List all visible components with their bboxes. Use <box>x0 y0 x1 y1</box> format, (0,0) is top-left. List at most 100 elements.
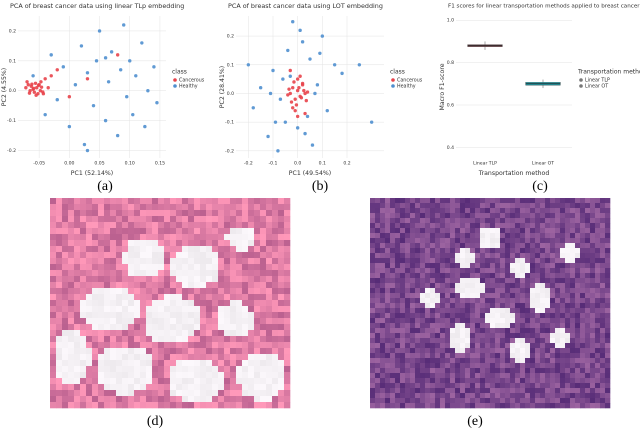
pixel <box>590 388 596 394</box>
pixel <box>485 233 491 239</box>
pixel <box>540 333 546 339</box>
pixel <box>80 294 87 301</box>
pixel <box>425 213 431 219</box>
pixel <box>420 323 426 329</box>
pixel <box>415 368 421 374</box>
pixel <box>410 283 416 289</box>
pixel <box>550 373 556 379</box>
pixel <box>450 388 456 394</box>
point <box>85 71 90 75</box>
pixel <box>460 353 466 359</box>
pixel <box>445 333 451 339</box>
pixel <box>375 283 381 289</box>
pixel <box>212 246 219 253</box>
pixel <box>480 308 486 314</box>
pixel <box>530 313 536 319</box>
pixel <box>560 283 566 289</box>
pixel <box>580 283 586 289</box>
pixel <box>140 258 147 265</box>
pixel <box>230 234 237 241</box>
pixel <box>74 336 81 343</box>
pixel <box>480 353 486 359</box>
pixel <box>74 294 81 301</box>
pixel <box>585 233 591 239</box>
pixel <box>490 368 496 374</box>
pixel <box>400 293 406 299</box>
pixel <box>590 348 596 354</box>
pixel <box>445 288 451 294</box>
pixel <box>570 368 576 374</box>
pixel <box>600 253 606 259</box>
pixel <box>104 240 111 247</box>
pixel <box>260 348 267 355</box>
pixel <box>395 208 401 214</box>
pixel <box>50 378 57 385</box>
pixel <box>385 258 391 264</box>
pixel <box>86 336 93 343</box>
pixel <box>152 222 159 229</box>
pixel <box>585 328 591 334</box>
pixel <box>395 328 401 334</box>
pixel <box>206 342 213 349</box>
pixel <box>375 308 381 314</box>
pixel <box>475 283 481 289</box>
pixel <box>56 378 63 385</box>
pixel <box>430 373 436 379</box>
pixel <box>146 312 153 319</box>
point <box>300 81 305 86</box>
pixel <box>385 403 391 409</box>
pixel <box>266 396 273 403</box>
pixel <box>465 208 471 214</box>
pixel <box>380 298 386 304</box>
pixel <box>62 378 69 385</box>
pixel <box>420 338 426 344</box>
pixel <box>450 293 456 299</box>
pixel <box>122 294 129 301</box>
pixel <box>98 318 105 325</box>
pixel <box>495 203 501 209</box>
tissue-image-e <box>370 198 611 409</box>
pixel <box>560 313 566 319</box>
pixel <box>550 308 556 314</box>
pixel <box>520 353 526 359</box>
pixel <box>515 358 521 364</box>
pixel <box>212 216 219 223</box>
pixel <box>158 390 165 397</box>
pixel <box>375 383 381 389</box>
pixel <box>565 363 571 369</box>
pixel <box>440 338 446 344</box>
pixel <box>485 228 491 234</box>
pixel <box>595 378 601 384</box>
pixel <box>470 343 476 349</box>
pixel <box>590 353 596 359</box>
pixel <box>545 253 551 259</box>
pixel <box>480 348 486 354</box>
pixel <box>575 378 581 384</box>
pixel <box>540 293 546 299</box>
pixel <box>465 318 471 324</box>
pixel <box>485 383 491 389</box>
pixel <box>380 253 386 259</box>
pixel <box>465 203 471 209</box>
pixel <box>410 358 416 364</box>
point <box>27 91 32 95</box>
pixel <box>380 288 386 294</box>
pixel <box>272 396 279 403</box>
pixel <box>460 313 466 319</box>
pixel <box>445 303 451 309</box>
pixel <box>122 252 129 259</box>
pixel <box>242 366 249 373</box>
pixel <box>170 324 177 331</box>
pixel <box>146 360 153 367</box>
pixel <box>460 243 466 249</box>
pixel <box>580 273 586 279</box>
pixel <box>146 384 153 391</box>
pixel <box>128 336 135 343</box>
pixel <box>194 222 201 229</box>
pixel <box>134 204 141 211</box>
pixel <box>605 258 611 264</box>
pixel <box>560 203 566 209</box>
pixel <box>260 312 267 319</box>
pixel <box>585 273 591 279</box>
pixel <box>600 238 606 244</box>
